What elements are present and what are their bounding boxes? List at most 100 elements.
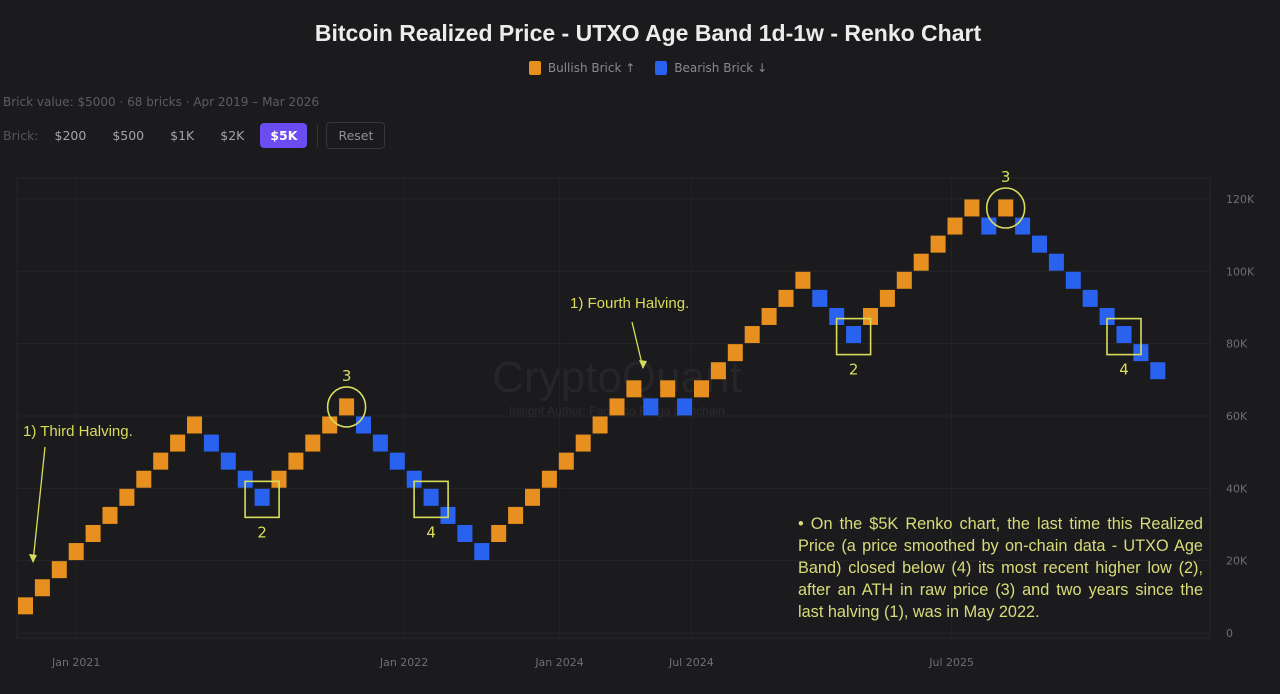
bearish-brick [237,470,253,488]
brick-1k-button[interactable]: $1K [170,128,195,143]
bullish-brick [913,253,929,271]
bullish-brick [136,470,152,488]
highlight-circle [985,187,1026,229]
bullish-brick [761,307,777,325]
bullish-brick [727,344,743,362]
bearish-brick [356,416,371,434]
y-tick-label: 100K [1226,265,1255,278]
y-tick-label: 20K [1226,555,1248,568]
bullish-brick [119,488,135,506]
bearish-brick [1065,271,1081,289]
bullish-brick [541,470,557,488]
bullish-brick [964,199,980,217]
arrow-head-icon [639,360,647,369]
highlight-circle [326,386,367,428]
legend-bullish[interactable]: Bullish Brick ↑ [528,61,636,75]
bearish-brick [423,488,439,506]
bullish-brick [51,561,67,579]
bullish-brick [558,452,574,470]
bearish-brick [1048,253,1064,271]
y-tick-label: 80K [1226,338,1248,351]
bearish-brick [1150,362,1166,380]
bearish-brick [372,434,388,452]
bearish-brick [1015,217,1031,235]
bullish-brick [271,470,287,488]
x-tick-label: Jan 2024 [534,656,583,669]
bullish-brick [930,235,946,253]
bullish-brick [339,398,355,416]
bullish-brick [102,506,118,524]
highlight-box [835,317,872,356]
reset-button[interactable]: Reset [326,122,386,149]
bullish-brick [947,217,963,235]
bullish-brick [68,543,84,561]
x-tick-label: Jul 2025 [928,656,974,669]
brick-2k-button[interactable]: $2K [220,128,245,143]
bearish-brick [457,524,473,542]
annotation-label: 4 [426,523,436,541]
bearish-brick [643,398,659,416]
bearish-brick [1099,307,1115,325]
bullish-brick [609,398,625,416]
halving-label: 1) Fourth Halving. [570,295,689,312]
x-tick-label: Jan 2022 [379,656,428,669]
annotation-label: 2 [849,361,859,379]
bullish-brick [863,307,878,325]
bullish-brick [896,271,912,289]
bullish-brick [305,434,321,452]
bullish-brick [288,452,304,470]
plot-frame [16,177,1211,639]
halving-label: 1) Third Halving. [23,423,133,440]
brick-label: Brick: [3,128,39,143]
toolbar-divider [317,124,319,147]
brick-200-button[interactable]: $200 [54,128,87,143]
bullish-brick [592,416,608,434]
bullish-brick [710,362,726,380]
bearish-brick [829,307,845,325]
bullish-brick [660,380,676,398]
bullish-brick [778,289,794,307]
x-tick-label: Jul 2024 [668,656,714,669]
bearish-brick [1116,326,1132,344]
annotation-note: • On the $5K Renko chart, the last time … [798,515,1203,621]
bullish-brick [18,597,33,615]
bullish-brick [744,326,760,344]
annotation-label: 4 [1119,361,1129,379]
bearish-brick [474,543,490,561]
bullish-brick [508,506,524,524]
brick-500-button[interactable]: $500 [112,128,145,143]
brick-toolbar: Brick: $200 $500 $1K $2K $5K Reset [3,122,386,149]
bullish-brick [575,434,591,452]
bullish-brick [85,524,101,542]
annotation-label: 2 [257,523,267,541]
bullish-brick [795,271,811,289]
bullish-brick [998,199,1014,217]
bearish-brick [389,452,405,470]
y-tick-label: 40K [1226,482,1248,495]
highlight-box [1106,317,1142,356]
bullish-brick [34,579,50,597]
arrow-line [32,446,46,563]
bearish-brick [812,289,828,307]
annotation-label: 3 [342,367,352,385]
bearish-brick [1082,289,1098,307]
legend-bearish-label: Bearish Brick ↓ [674,61,768,75]
annotation-label: 3 [1001,168,1011,186]
x-tick-label: Jan 2021 [51,656,100,669]
bearish-swatch [655,61,668,75]
bearish-brick [1032,235,1047,253]
chart-title: Bitcoin Realized Price - UTXO Age Band 1… [314,20,982,46]
bearish-brick [981,217,997,235]
bullish-brick [525,488,540,506]
legend-bearish[interactable]: Bearish Brick ↓ [655,61,767,75]
bullish-swatch [528,61,541,75]
bearish-brick [220,452,236,470]
bullish-brick [694,380,709,398]
legend: Bullish Brick ↑ Bearish Brick ↓ [0,61,1280,75]
bullish-brick [879,289,895,307]
bullish-brick [170,434,186,452]
y-tick-label: 0 [1226,627,1233,640]
brick-5k-button[interactable]: $5K [260,123,308,148]
legend-bullish-label: Bullish Brick ↑ [547,61,636,75]
